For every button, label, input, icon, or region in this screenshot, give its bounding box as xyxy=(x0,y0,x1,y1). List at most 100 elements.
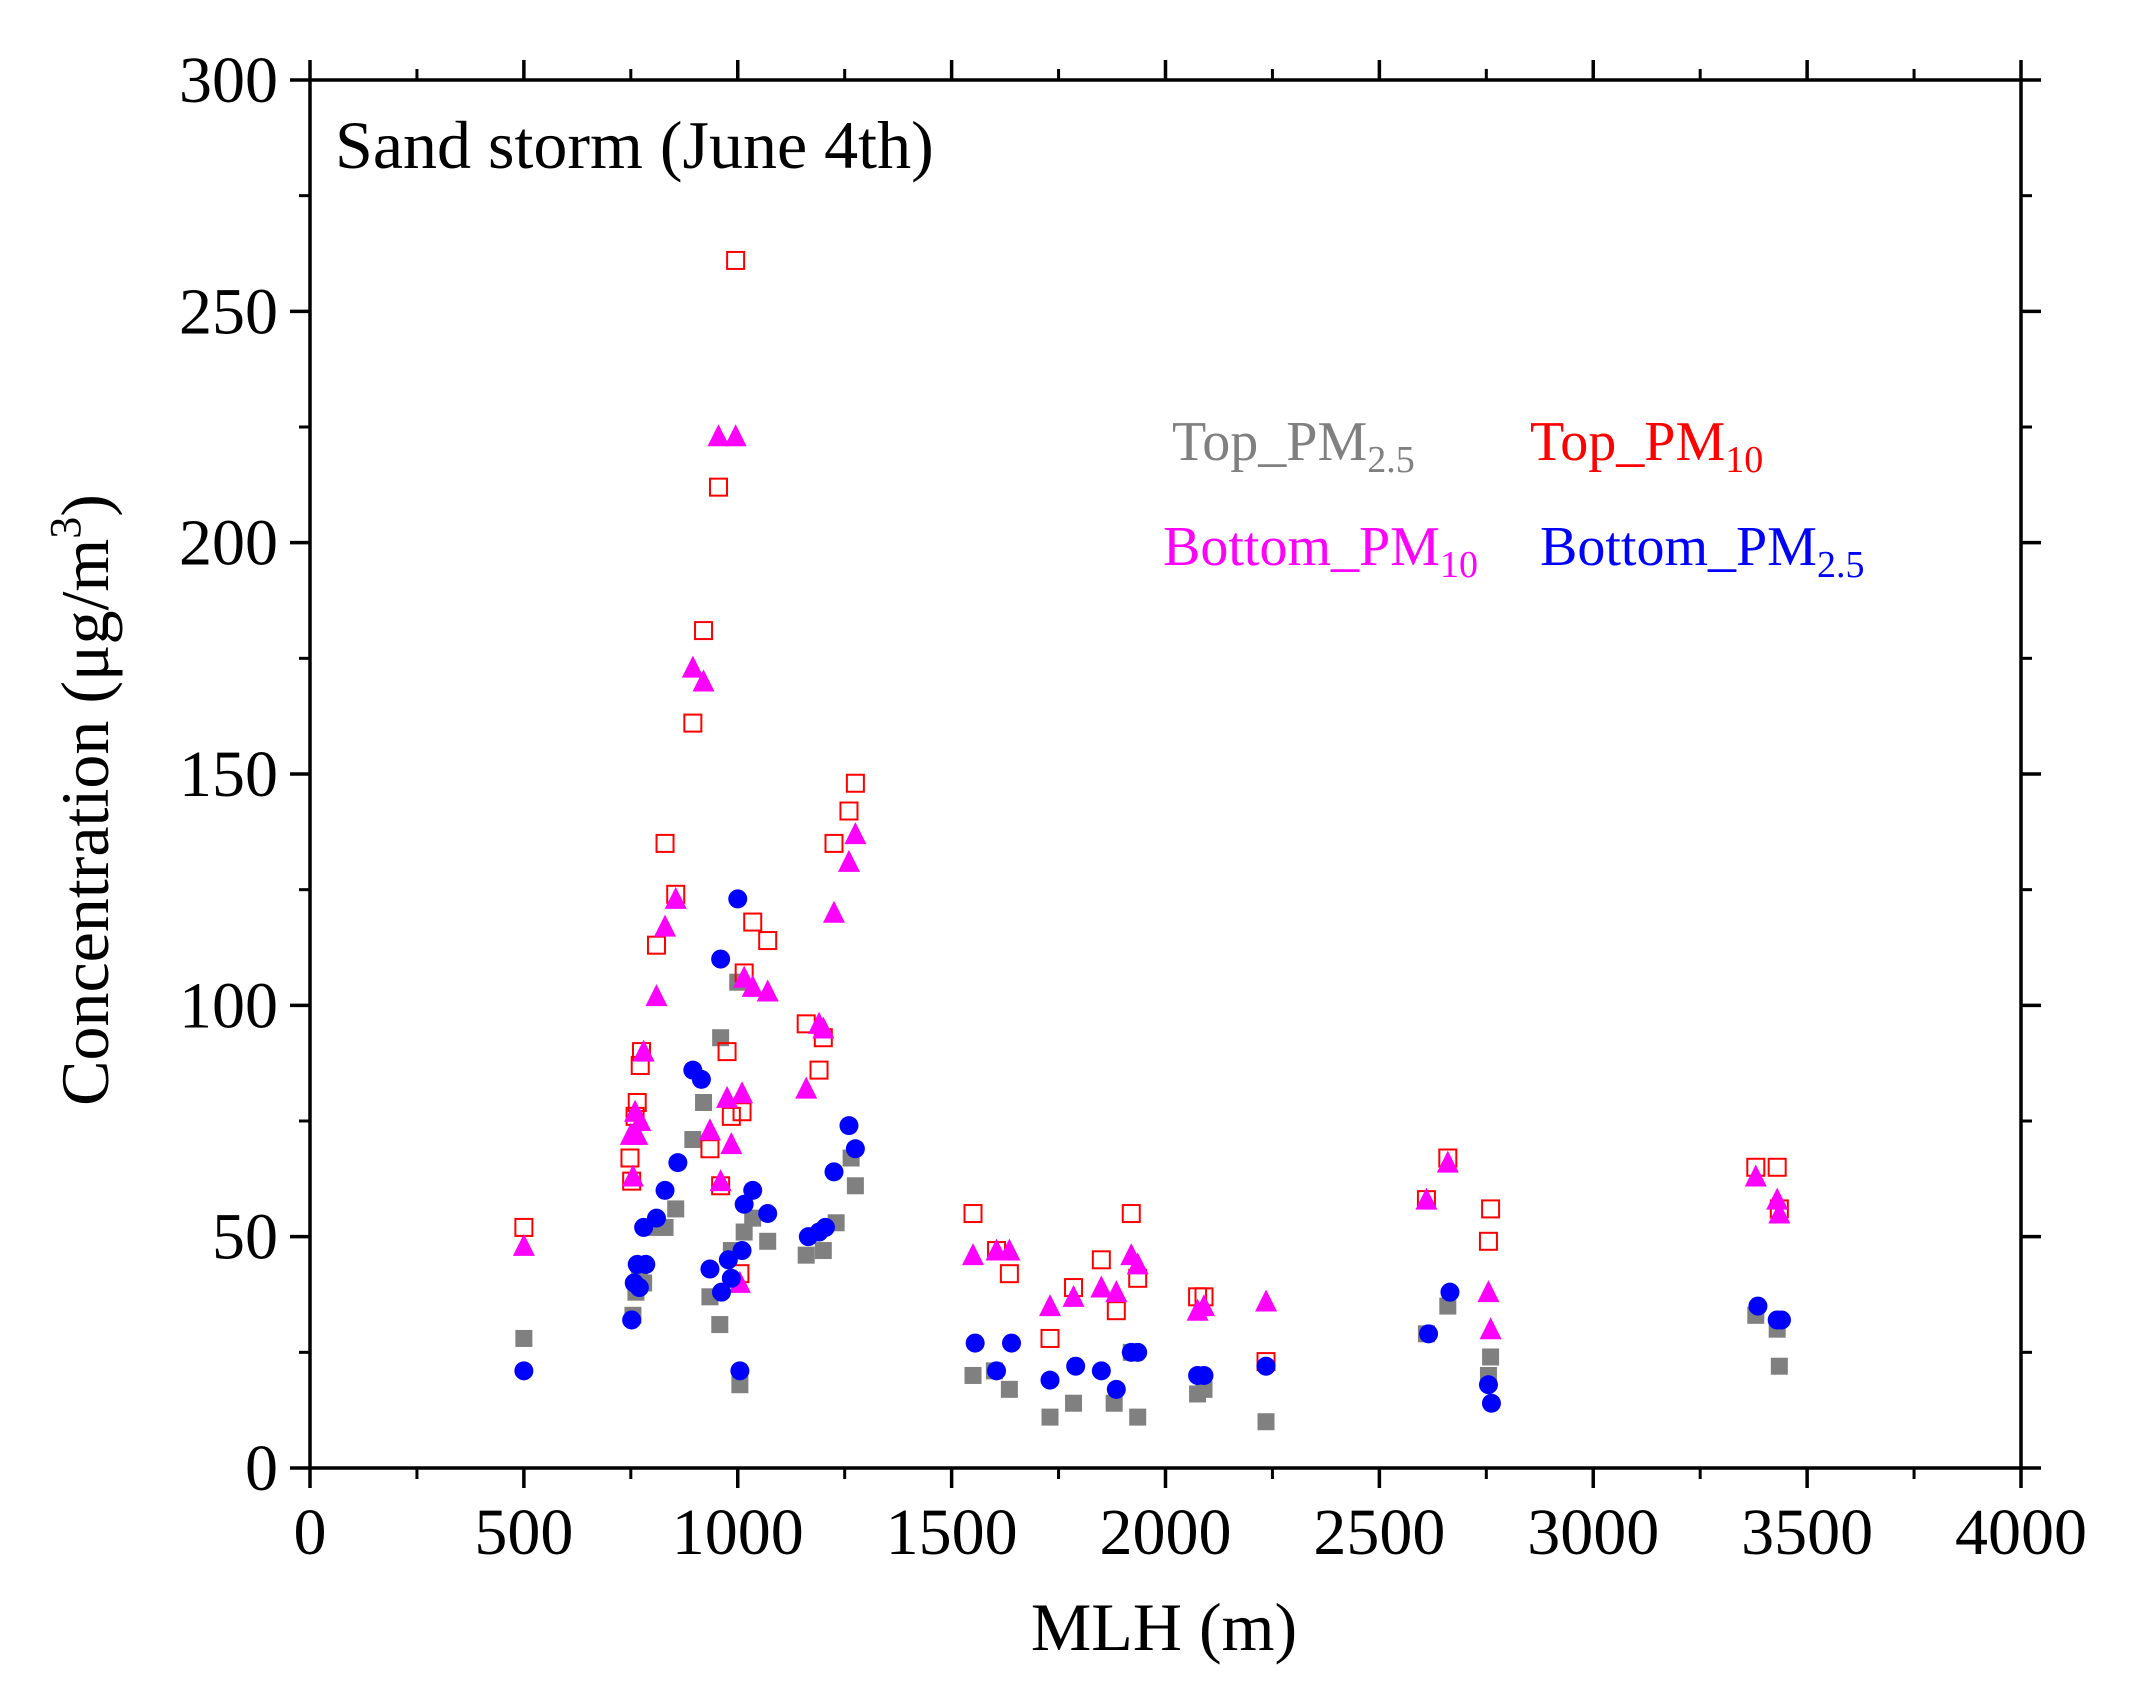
data-point xyxy=(1477,1280,1500,1303)
data-point xyxy=(1105,1394,1123,1412)
data-point xyxy=(620,1148,640,1168)
data-point xyxy=(655,1180,675,1200)
y-axis-title-superscript: 3 xyxy=(41,517,90,539)
data-point xyxy=(1040,1328,1060,1348)
data-point xyxy=(720,1132,743,1155)
data-point xyxy=(735,1223,753,1241)
axis-tick-labels: 0 500 1000 1500 2000 2500 3000 3500 4000 0 50 100 15… xyxy=(179,44,2087,1569)
data-point xyxy=(1090,1275,1113,1298)
data-point xyxy=(839,1116,859,1136)
data-point xyxy=(812,1016,835,1039)
series-bottom-pm2-5 xyxy=(514,889,1791,1413)
data-point xyxy=(717,1042,737,1062)
data-point xyxy=(691,1069,711,1089)
data-point xyxy=(1256,1356,1276,1376)
axis-ticks xyxy=(290,60,2041,1488)
data-point xyxy=(1481,1393,1501,1413)
data-point xyxy=(721,1268,741,1288)
data-point xyxy=(726,250,746,270)
data-point xyxy=(646,1208,666,1228)
x-tick-label: 1000 xyxy=(672,1496,804,1569)
data-point xyxy=(664,886,687,909)
data-point xyxy=(1439,1297,1457,1315)
data-point xyxy=(707,424,730,447)
x-axis-title: MLH (m) xyxy=(1031,1589,1297,1665)
data-point xyxy=(621,1164,644,1187)
data-point xyxy=(731,1376,749,1394)
data-point xyxy=(629,1109,652,1131)
data-point xyxy=(654,914,677,937)
data-point xyxy=(681,655,704,678)
data-point xyxy=(844,822,867,845)
data-point xyxy=(1106,1301,1126,1321)
data-point xyxy=(743,1180,763,1200)
data-point xyxy=(987,1361,1007,1381)
data-point xyxy=(1195,1380,1213,1398)
x-tick-label: 2000 xyxy=(1100,1496,1232,1569)
data-point xyxy=(694,621,714,641)
y-axis-title-main: Concentration (μg/m xyxy=(47,539,123,1106)
x-tick-label: 3000 xyxy=(1527,1496,1659,1569)
data-point xyxy=(998,1238,1021,1261)
data-point xyxy=(1066,1356,1086,1376)
data-point xyxy=(1767,1157,1787,1177)
data-point xyxy=(1194,1365,1214,1385)
data-point xyxy=(724,424,747,447)
data-point xyxy=(629,1278,649,1298)
y-tick-label: 300 xyxy=(179,44,278,117)
data-point xyxy=(632,1039,655,1062)
data-point xyxy=(683,713,703,733)
data-point xyxy=(1478,1231,1498,1251)
y-tick-label: 250 xyxy=(179,275,278,348)
data-point xyxy=(1744,1164,1767,1187)
data-point xyxy=(962,1243,985,1266)
data-point xyxy=(845,773,865,793)
data-point xyxy=(795,1076,818,1099)
data-point xyxy=(730,1361,750,1381)
data-point xyxy=(734,1194,754,1214)
data-point xyxy=(1091,1250,1111,1270)
legend-entry: Top_PM10 xyxy=(1530,411,1763,481)
data-point xyxy=(1039,1294,1062,1317)
data-point xyxy=(1257,1413,1275,1431)
data-point xyxy=(1062,1284,1085,1307)
data-point xyxy=(824,1162,844,1182)
y-axis-title: Concentration (μg/m3) xyxy=(41,494,123,1106)
data-point xyxy=(758,1204,778,1224)
data-point xyxy=(814,1242,832,1260)
data-point xyxy=(711,949,731,969)
data-point xyxy=(1000,1380,1018,1398)
data-point xyxy=(1065,1394,1083,1412)
data-point xyxy=(667,1200,685,1218)
data-point xyxy=(622,1310,642,1330)
data-point xyxy=(732,1102,752,1122)
data-point xyxy=(815,1217,835,1237)
legend-entry: Bottom_PM2.5 xyxy=(1540,516,1864,586)
data-point xyxy=(711,1282,731,1302)
data-point xyxy=(1129,1408,1147,1426)
data-point xyxy=(515,1329,533,1347)
data-point xyxy=(1482,1348,1500,1366)
data-point xyxy=(709,1169,732,1192)
data-point xyxy=(1770,1357,1788,1375)
data-point xyxy=(732,1241,752,1261)
data-point xyxy=(731,1081,754,1104)
data-point xyxy=(709,477,729,497)
data-point xyxy=(845,1139,865,1159)
data-point xyxy=(1041,1408,1059,1426)
data-point xyxy=(668,1153,688,1173)
data-point xyxy=(964,1366,982,1384)
data-point xyxy=(655,833,675,853)
data-point xyxy=(822,900,845,923)
data-point xyxy=(626,1122,649,1145)
y-tick-label: 50 xyxy=(212,1201,278,1274)
legend-entry: Bottom_PM10 xyxy=(1163,516,1478,586)
data-point xyxy=(743,912,763,932)
data-point xyxy=(1105,1280,1128,1303)
data-point xyxy=(728,889,748,909)
legend-entry: Top_PM2.5 xyxy=(1172,411,1415,481)
data-point xyxy=(1481,1199,1501,1219)
x-tick-label: 500 xyxy=(474,1496,573,1569)
